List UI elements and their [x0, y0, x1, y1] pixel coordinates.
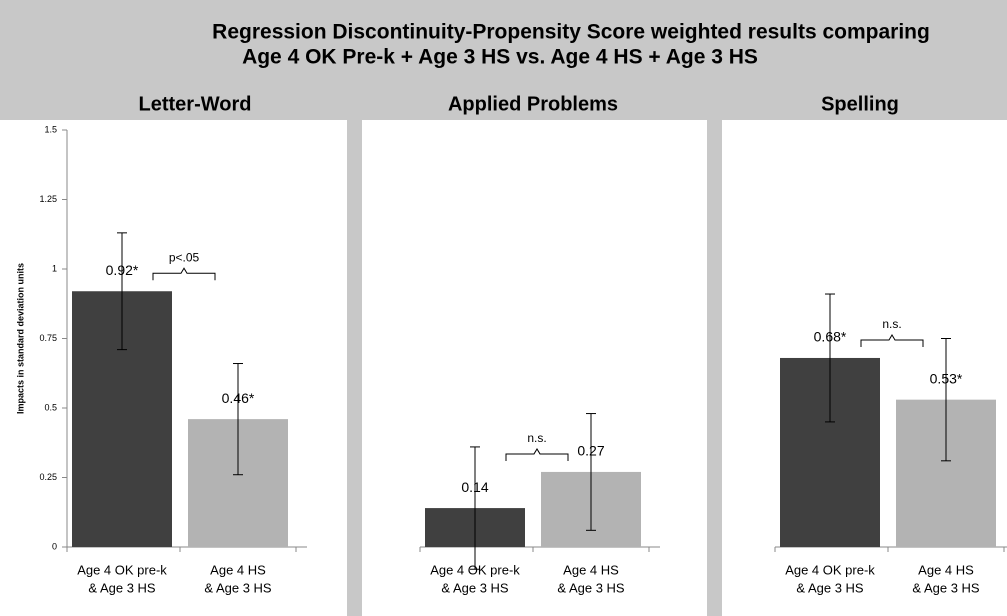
- value-label: 0.92*: [106, 262, 139, 278]
- x-tick-label: & Age 3 HS: [441, 580, 509, 595]
- value-label: 0.27: [577, 443, 604, 459]
- y-axis-label: Impacts in standard deviation units: [15, 263, 25, 414]
- bracket: [152, 267, 216, 281]
- y-tick-label: 1.5: [44, 124, 57, 134]
- panel-title: Spelling: [821, 93, 899, 115]
- value-label: 0.53*: [930, 370, 963, 386]
- panel-title: Applied Problems: [448, 93, 618, 115]
- bracket: [505, 447, 569, 461]
- y-tick-label: 0.5: [44, 402, 57, 412]
- x-tick-label: & Age 3 HS: [912, 580, 980, 595]
- x-tick-label: Age 4 HS: [563, 562, 619, 577]
- chart-title: Regression Discontinuity-Propensity Scor…: [212, 21, 930, 44]
- x-tick-label: Age 4 OK pre-k: [785, 562, 875, 577]
- chart-title: Age 4 OK Pre-k + Age 3 HS vs. Age 4 HS +…: [242, 46, 758, 69]
- annotation: p<.05: [169, 250, 200, 264]
- x-tick-label: & Age 3 HS: [796, 580, 864, 595]
- y-tick-label: 0: [52, 541, 57, 551]
- y-tick-label: 0.25: [39, 472, 57, 482]
- bracket: [860, 333, 924, 347]
- x-tick-label: Age 4 OK pre-k: [77, 562, 167, 577]
- x-tick-label: & Age 3 HS: [204, 580, 272, 595]
- value-label: 0.46*: [222, 390, 255, 406]
- x-tick-label: Age 4 HS: [210, 562, 266, 577]
- value-label: 0.14: [461, 479, 488, 495]
- value-label: 0.68*: [814, 329, 847, 345]
- x-tick-label: & Age 3 HS: [557, 580, 625, 595]
- panel: [0, 120, 347, 616]
- x-tick-label: Age 4 OK pre-k: [430, 562, 520, 577]
- panel-title: Letter-Word: [139, 93, 252, 115]
- y-tick-label: 1: [52, 263, 57, 273]
- annotation: n.s.: [882, 317, 901, 331]
- y-tick-label: 1.25: [39, 194, 57, 204]
- y-tick-label: 0.75: [39, 333, 57, 343]
- x-tick-label: Age 4 HS: [918, 562, 974, 577]
- annotation: n.s.: [527, 431, 546, 445]
- x-tick-label: & Age 3 HS: [88, 580, 156, 595]
- panel: [362, 120, 707, 616]
